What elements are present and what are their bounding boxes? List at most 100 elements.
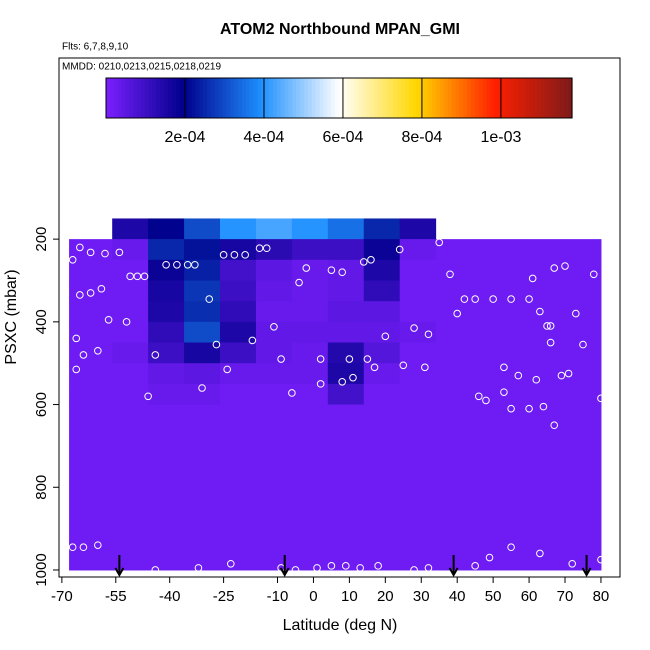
sample-point [327,266,336,274]
heat-cell [69,342,113,364]
colorbar-slice [288,78,293,118]
colorbar-slice [210,78,216,118]
colorbar-slice [335,78,340,118]
heat-cell [363,280,401,302]
colorbar-slice [346,78,352,118]
sample-point [248,336,257,345]
heat-cell [363,383,401,406]
heat-cell [69,404,113,571]
chart-title: ATOM2 Northbound MPAN_GMI [220,21,460,38]
colorbar-slice [230,78,235,118]
sample-point [446,270,454,279]
sample-point [356,564,364,572]
sample-point [94,346,102,355]
colorbar-slice [455,78,460,118]
heat-cell [565,383,602,406]
sample-point [86,289,95,297]
sample-point [460,295,469,303]
sample-point [302,264,311,272]
colorbar-slice [494,78,499,118]
colorbar-slice [502,78,507,118]
heat-cell [255,342,293,364]
sample-point [359,258,368,266]
heat-cell [255,301,293,323]
heat-cell [327,383,365,406]
colorbar-slice [226,78,231,118]
colorbar-slice [106,78,111,118]
sample-point [374,562,382,570]
heat-cell [478,259,523,281]
sample-point [104,315,113,324]
colorbar-slice [354,78,360,118]
colorbar-slice [179,78,185,118]
colorbar-slice [113,78,119,118]
x-tick-label: 20 [377,588,394,605]
heat-cell [220,301,257,323]
sample-point [489,295,497,303]
arrow [581,555,592,578]
colorbar-slice [315,78,321,118]
heat-cell [521,342,566,364]
colorbar-slice [443,78,449,118]
heat-cell [478,363,523,385]
heat-cell [521,301,566,323]
colorbar-slice [509,78,515,118]
heat-cell [112,259,149,281]
colorbar-slice [187,78,193,118]
sample-point [507,404,515,413]
sample-point [514,371,523,380]
sample-point [536,549,544,558]
y-tick-label: 200 [33,227,50,252]
colorbar-slice [156,78,161,118]
sample-point [230,251,239,259]
sample-point [219,251,228,259]
colorbar-slice [362,78,367,118]
heat-cell [399,383,437,406]
heat-cell [112,383,149,406]
colorbar-tick-label: 1e-03 [480,129,521,146]
arrow [114,555,125,578]
heat-cell [255,321,293,344]
sample-point [140,272,149,281]
heat-cell [327,259,365,281]
heat-cell [184,342,221,364]
colorbar-slice [377,78,383,118]
colorbar-slice [358,78,363,118]
colorbar-slice [164,78,169,118]
heat-cell [363,363,401,385]
heat-cell [521,280,566,302]
y-tick-label: 600 [33,392,50,417]
sample-point [507,543,515,552]
sample-point [151,566,160,574]
heat-cell [184,259,221,281]
heat-cell [220,383,257,406]
sample-point [255,244,264,253]
sample-point [435,238,444,247]
sample-point [367,256,375,264]
sample-point [86,248,95,257]
y-tick-label: 400 [33,309,50,334]
heat-cell [327,218,365,240]
sample-point [345,355,354,363]
heat-cell [112,342,149,364]
colorbar-slice [137,78,142,118]
heat-cell [69,301,113,323]
sample-point [68,543,77,552]
heat-cell [478,383,523,406]
heat-cell [220,259,257,281]
heat-cell [148,259,185,281]
heat-cell [363,301,401,323]
heat-cell [112,404,149,571]
sample-point [507,295,515,303]
heat-cell [148,301,185,323]
heat-cell [327,301,365,323]
sample-point [424,330,433,339]
sample-point [543,322,551,330]
sample-point [295,278,303,287]
colorbar-slice [265,78,270,118]
heat-cell [435,404,480,571]
sample-point [288,389,296,397]
x-tick-label: -40 [159,588,181,605]
heat-cell [148,342,185,364]
colorbar-slice [463,78,468,118]
